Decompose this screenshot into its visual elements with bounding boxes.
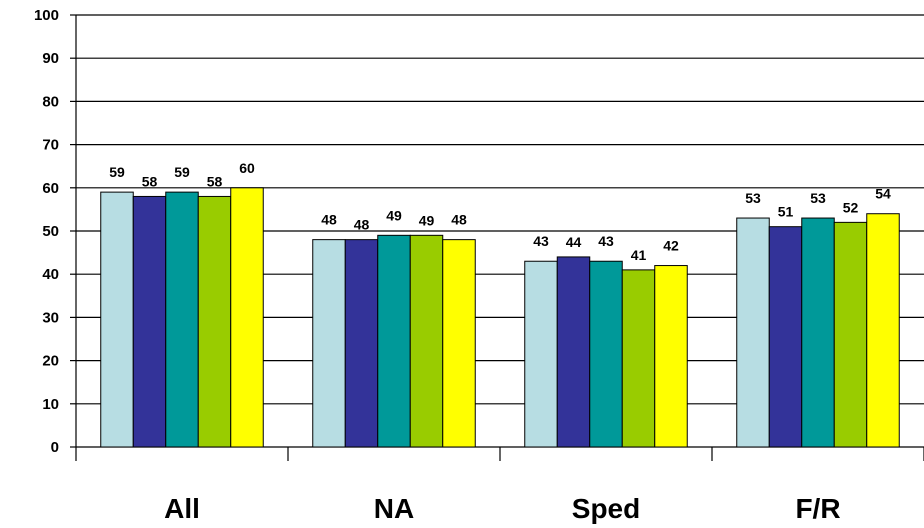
data-label: 49 <box>386 207 402 223</box>
bar <box>230 187 264 448</box>
data-labels: 59 58 59 58 60 48 48 49 49 48 43 44 43 41 42 53 51 53 52 54 <box>109 160 891 263</box>
data-label: 59 <box>109 164 125 180</box>
y-tick-label: 70 <box>42 137 59 154</box>
bar <box>589 260 623 448</box>
data-label: 53 <box>810 190 826 206</box>
y-tick-label: 40 <box>42 266 59 283</box>
y-tick-label: 90 <box>42 50 59 67</box>
bar <box>165 191 199 448</box>
bar <box>377 234 411 448</box>
bar <box>312 239 346 448</box>
data-label: 58 <box>207 173 223 189</box>
data-label: 58 <box>142 173 158 189</box>
data-label: 48 <box>451 212 467 228</box>
y-tick-label: 0 <box>51 439 59 456</box>
data-label: 48 <box>321 212 337 228</box>
category-label: NA <box>374 493 414 524</box>
data-label: 49 <box>419 212 435 228</box>
bar <box>524 260 558 448</box>
data-label: 52 <box>843 199 859 215</box>
category-label: Sped <box>572 493 640 524</box>
bar <box>833 221 868 448</box>
y-tick-label: 80 <box>42 93 59 110</box>
bar <box>100 191 134 448</box>
data-label: 43 <box>598 233 614 249</box>
bar <box>621 269 656 448</box>
data-label: 60 <box>239 160 255 176</box>
category-label: F/R <box>795 493 840 524</box>
bar <box>132 195 167 448</box>
bar <box>801 217 835 448</box>
y-tick-label: 100 <box>34 7 59 24</box>
bar <box>736 217 770 448</box>
data-label: 41 <box>631 247 647 263</box>
bar <box>556 256 591 448</box>
data-label: 43 <box>533 233 549 249</box>
bar <box>866 213 900 448</box>
y-tick-label: 60 <box>42 180 59 197</box>
y-axis: 0 10 20 30 40 50 60 70 80 90 100 <box>34 7 77 456</box>
bar <box>654 265 688 448</box>
data-label: 54 <box>875 186 891 202</box>
data-label: 53 <box>745 190 761 206</box>
y-tick-label: 50 <box>42 223 59 240</box>
bar <box>197 195 232 448</box>
bar <box>768 226 803 448</box>
data-label: 48 <box>354 217 370 233</box>
data-label: 44 <box>566 234 582 250</box>
category-labels: All NA Sped F/R <box>164 493 840 524</box>
category-label: All <box>164 493 200 524</box>
y-tick-label: 20 <box>42 353 59 370</box>
data-label: 42 <box>663 238 679 254</box>
y-tick-label: 10 <box>42 396 59 413</box>
data-label: 59 <box>174 164 190 180</box>
y-tick-label: 30 <box>42 309 59 326</box>
bar <box>442 239 476 448</box>
bar <box>344 239 379 448</box>
data-label: 51 <box>778 204 794 220</box>
bar <box>409 234 444 448</box>
bars <box>100 187 900 448</box>
x-axis <box>75 446 924 461</box>
